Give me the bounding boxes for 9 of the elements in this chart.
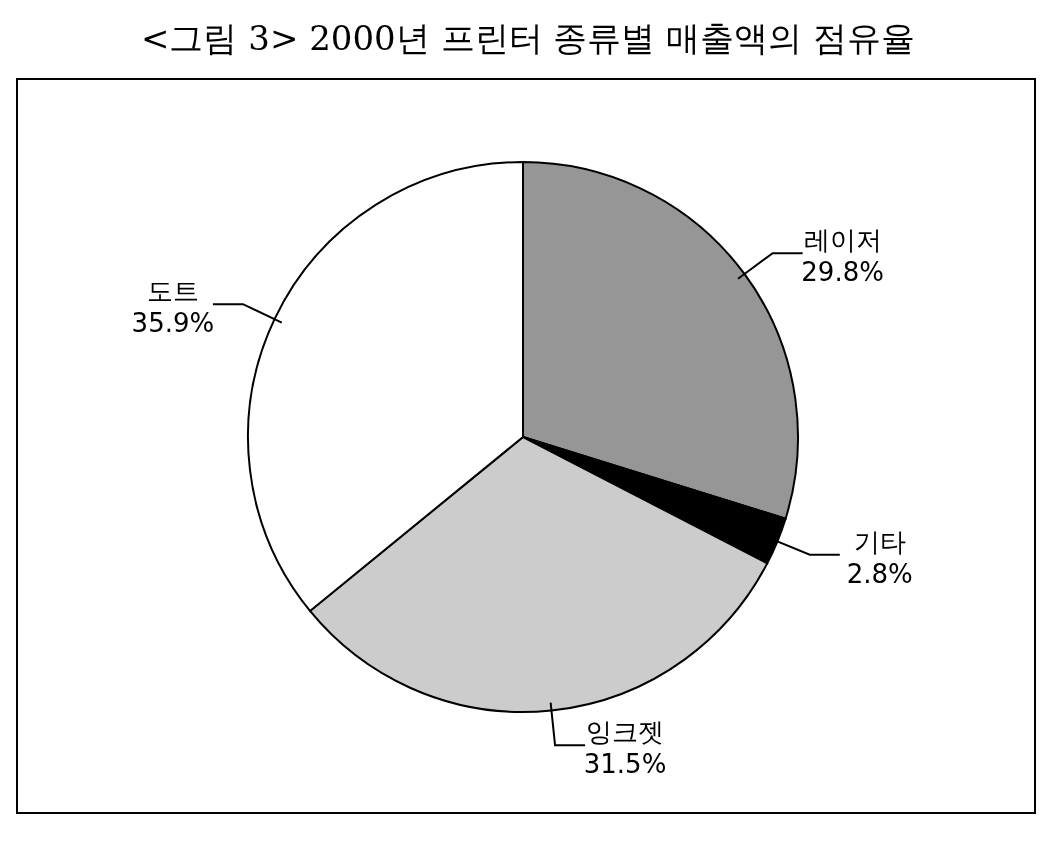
slice-label: 잉크젯 bbox=[586, 717, 665, 748]
data-label: 29.8% bbox=[801, 257, 884, 288]
data-label: 31.5% bbox=[583, 749, 667, 780]
chart-title: <그림 3> 2000년 프린터 종류별 매출액의 점유율 bbox=[140, 17, 916, 60]
data-label: 35.9% bbox=[131, 308, 215, 339]
data-label: 2.8% bbox=[846, 558, 913, 589]
slice-label: 도트 bbox=[146, 276, 199, 307]
slice-label: 레이저 bbox=[803, 225, 882, 256]
slice-label: 기타 bbox=[853, 526, 906, 557]
